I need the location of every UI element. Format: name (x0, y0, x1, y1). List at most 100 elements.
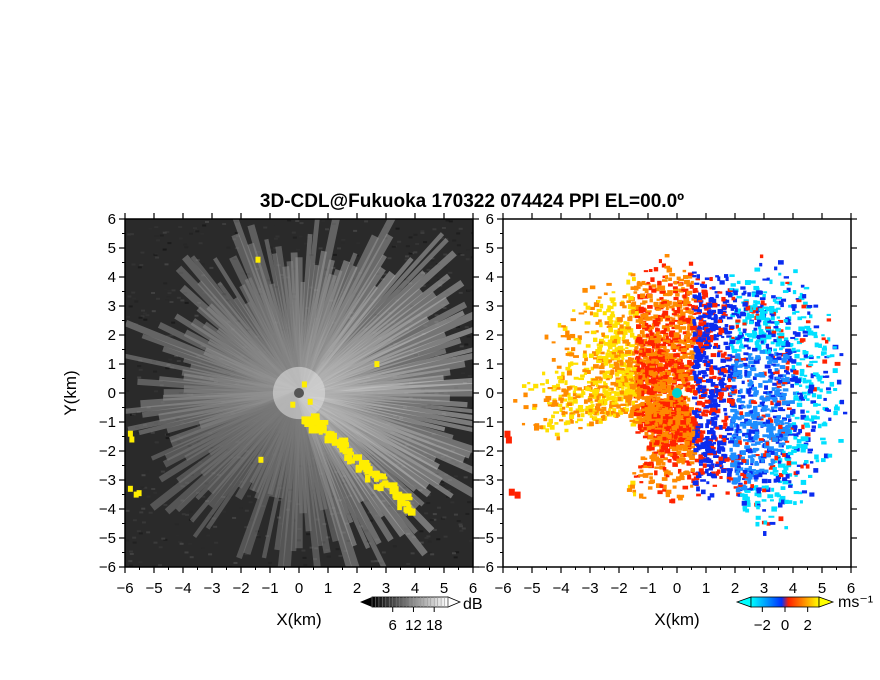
velocity-pixel (673, 420, 679, 426)
velocity-pixel (715, 334, 719, 338)
velocity-pixel (591, 378, 597, 381)
velocity-pixel (673, 353, 678, 358)
velocity-pixel (685, 332, 691, 338)
velocity-pixel (721, 441, 727, 446)
velocity-pixel (754, 492, 759, 497)
velocity-pixel (711, 365, 718, 370)
velocity-pixel (649, 298, 653, 303)
velocity-pixel (552, 400, 558, 404)
noise-speckle (163, 538, 168, 541)
noise-speckle (408, 252, 413, 255)
velocity-pixel (687, 397, 691, 402)
velocity-pixel (754, 479, 758, 482)
velocity-pixel (608, 320, 614, 323)
velocity-pixel (636, 390, 642, 396)
velocity-pixel (751, 450, 757, 453)
velocity-pixel (797, 398, 803, 402)
velocity-pixel (564, 347, 570, 351)
noise-speckle (125, 433, 130, 436)
velocity-pixel (791, 408, 796, 414)
velocity-pixel (544, 334, 549, 340)
noise-speckle (140, 251, 145, 254)
velocity-pixel (798, 395, 803, 400)
velocity-pixel (598, 366, 605, 370)
velocity-pixel (659, 390, 664, 394)
velocity-pixel (692, 411, 696, 415)
velocity-pixel (737, 493, 743, 497)
velocity-pixel (686, 450, 692, 454)
velocity-pixel (721, 335, 725, 339)
noise-speckle (145, 314, 150, 317)
velocity-pixel (782, 374, 787, 378)
velocity-pixel (603, 385, 608, 389)
velocity-pixel (793, 370, 799, 375)
noise-speckle (275, 235, 280, 238)
velocity-pixel (707, 378, 713, 383)
velocity-pixel (674, 407, 679, 413)
velocity-pixel (583, 302, 588, 306)
velocity-pixel (769, 499, 774, 502)
velocity-pixel (603, 376, 607, 380)
velocity-pixel (697, 325, 702, 328)
noise-speckle (299, 222, 304, 225)
velocity-pixel (778, 516, 784, 522)
velocity-pixel (706, 461, 713, 464)
velocity-pixel (689, 310, 694, 315)
velocity-pixel (632, 420, 637, 425)
velocity-pixel (676, 369, 681, 375)
velocity-pixel (667, 343, 673, 347)
noise-speckle (184, 246, 189, 249)
clutter-patch (129, 436, 135, 443)
velocity-pixel (706, 481, 710, 485)
velocity-pixel (646, 399, 651, 405)
velocity-pixel (708, 389, 715, 394)
noise-speckle (273, 237, 278, 240)
velocity-pixel (637, 371, 642, 375)
velocity-pixel (632, 366, 638, 372)
velocity-pixel (650, 358, 655, 364)
clutter-patch (308, 426, 318, 434)
velocity-pixel (668, 385, 674, 391)
velocity-pixel (706, 430, 713, 435)
velocity-pixel (669, 321, 675, 325)
velocity-pixel (681, 288, 685, 292)
velocity-pixel (690, 384, 696, 388)
velocity-pixel (705, 340, 709, 344)
noise-speckle (413, 233, 418, 236)
velocity-pixel (734, 410, 739, 415)
velocity-pixel (733, 288, 739, 293)
clutter-patch (373, 484, 380, 490)
velocity-pixel (598, 420, 603, 424)
velocity-pixel (565, 352, 570, 356)
noise-speckle (138, 368, 143, 371)
velocity-pixel (677, 415, 684, 420)
velocity-pixel (803, 463, 807, 466)
velocity-pixel (733, 366, 737, 371)
y-tick-label: 5 (108, 240, 116, 257)
velocity-pixel (751, 409, 758, 414)
velocity-pixel (657, 377, 663, 380)
velocity-pixel (533, 425, 540, 431)
velocity-pixel (661, 389, 667, 393)
velocity-pixel (702, 337, 707, 341)
noise-speckle (430, 257, 435, 260)
velocity-pixel (814, 342, 819, 348)
velocity-pixel (677, 365, 684, 370)
velocity-pixel (755, 515, 761, 520)
noise-speckle (263, 226, 268, 229)
velocity-pixel (719, 446, 725, 451)
velocity-pixel (672, 347, 676, 352)
velocity-pixel (793, 436, 798, 440)
clutter-patch (389, 485, 398, 491)
velocity-pixel (641, 371, 646, 376)
velocity-pixel (669, 358, 675, 363)
velocity-pixel (771, 506, 778, 509)
velocity-pixel (728, 440, 734, 444)
velocity-pixel (827, 453, 833, 458)
velocity-pixel (641, 280, 646, 285)
velocity-pixel (796, 402, 803, 408)
velocity-pixel (682, 447, 689, 452)
velocity-pixel (756, 319, 762, 323)
velocity-pixel (659, 358, 666, 363)
velocity-pixel (774, 418, 780, 421)
